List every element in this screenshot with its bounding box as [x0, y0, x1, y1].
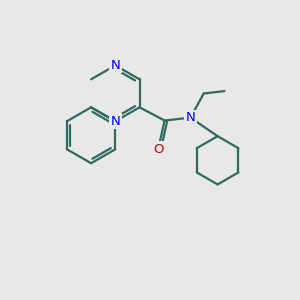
Text: O: O [153, 143, 164, 156]
Text: N: N [186, 111, 195, 124]
Text: N: N [110, 115, 120, 128]
Text: N: N [110, 59, 120, 72]
